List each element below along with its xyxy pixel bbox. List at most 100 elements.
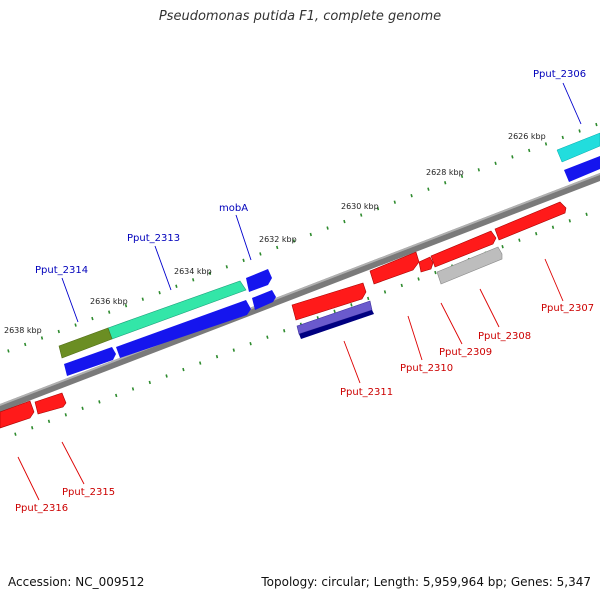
tick-mark <box>501 244 504 249</box>
tick-mark <box>393 200 396 204</box>
gene-pput-2310[interactable] <box>369 251 420 285</box>
gene-blue-long[interactable] <box>116 300 251 358</box>
tick-mark <box>518 238 521 242</box>
tick-mark <box>283 329 286 333</box>
tick-mark <box>276 245 279 250</box>
genome-summary-text: Topology: circular; Length: 5,959,964 bp… <box>261 575 591 589</box>
tick-mark <box>47 419 51 423</box>
tick-mark <box>31 426 34 430</box>
tick-mark <box>383 290 387 294</box>
tick-mark <box>225 265 228 269</box>
tick-mark <box>242 258 245 263</box>
tick-mark <box>367 296 370 301</box>
tick-mark <box>585 212 588 217</box>
gene-labels: Pput_2306 mobA Pput_2313 Pput_2314 Pput_… <box>15 69 594 514</box>
gene-blue-top-right[interactable] <box>564 156 600 182</box>
tick-mark <box>158 291 161 295</box>
tick-mark <box>141 297 144 301</box>
tick-mark <box>175 284 178 288</box>
gene-label[interactable]: Pput_2314 <box>35 265 88 276</box>
tick-mark <box>124 303 128 308</box>
tick-mark <box>400 283 403 288</box>
gene-label[interactable]: Pput_2308 <box>478 331 531 342</box>
gene-pput-2316[interactable] <box>0 400 35 429</box>
gene-label[interactable]: Pput_2315 <box>62 487 115 498</box>
tick-mark <box>360 213 363 217</box>
tick-mark <box>460 174 464 178</box>
scale-label: 2630 kbp <box>341 202 379 211</box>
gene-pput-2309[interactable] <box>430 230 497 268</box>
gene-pput-2314[interactable] <box>58 327 113 359</box>
scale-label: 2626 kbp <box>508 132 546 141</box>
gene-pput-2307[interactable] <box>494 201 567 241</box>
gene-blue-small[interactable] <box>252 290 276 310</box>
gene-label[interactable]: Pput_2313 <box>127 233 180 244</box>
tick-mark <box>7 349 10 353</box>
tick-mark <box>350 303 353 307</box>
tick-mark <box>249 341 252 346</box>
gene-label[interactable]: Pput_2309 <box>439 347 492 358</box>
accession-text: Accession: NC_009512 <box>8 575 145 589</box>
tick-mark <box>535 232 538 236</box>
tick-mark <box>309 232 312 237</box>
gene-label[interactable]: Pput_2316 <box>15 503 68 514</box>
scale-label: 2634 kbp <box>174 267 212 276</box>
tick-mark <box>165 374 168 378</box>
tick-mark <box>131 387 135 391</box>
tick-mark <box>417 277 420 281</box>
tick-mark <box>74 323 77 327</box>
tick-mark <box>427 187 430 191</box>
scale-label: 2638 kbp <box>4 326 42 335</box>
tick-mark <box>14 432 17 436</box>
tick-mark <box>215 354 219 359</box>
tick-mark <box>578 129 581 133</box>
tick-mark <box>544 142 548 146</box>
tick-mark <box>98 400 101 404</box>
gene-small-red[interactable] <box>418 256 434 273</box>
tick-mark <box>182 367 185 372</box>
tick-mark <box>477 168 480 172</box>
tick-mark <box>108 310 111 314</box>
tick-mark <box>561 135 564 140</box>
gene-label[interactable]: Pput_2311 <box>340 387 393 398</box>
tick-mark <box>551 225 555 229</box>
tick-mark <box>292 239 296 243</box>
gene-label[interactable]: mobA <box>219 203 248 214</box>
tick-mark <box>376 206 380 211</box>
tick-mark <box>511 155 514 159</box>
tick-mark <box>81 406 84 411</box>
gene-pput-2306[interactable] <box>556 132 600 163</box>
tick-mark <box>40 336 44 340</box>
tick-mark <box>259 252 262 256</box>
tick-mark <box>24 342 27 347</box>
gene-label[interactable]: Pput_2306 <box>533 69 586 80</box>
gene-pput-2311-red[interactable] <box>291 282 367 321</box>
tick-marks-outer <box>7 122 598 353</box>
tick-mark <box>266 335 269 339</box>
tick-mark <box>528 148 531 153</box>
tick-mark <box>91 316 94 321</box>
gene-label[interactable]: Pput_2310 <box>400 363 453 374</box>
map-title: Pseudomonas putida F1, complete genome <box>158 9 442 24</box>
tick-mark <box>326 226 329 230</box>
tick-mark <box>444 181 447 185</box>
tick-mark <box>343 219 346 224</box>
tick-mark <box>148 380 151 385</box>
gene-pput-2308[interactable] <box>436 246 503 285</box>
scale-labels: 2626 kbp 2628 kbp 2630 kbp 2632 kbp 2634… <box>4 132 546 335</box>
gene-features <box>0 132 600 429</box>
gene-moba[interactable] <box>246 269 272 292</box>
scale-label: 2632 kbp <box>259 235 297 244</box>
tick-marks-inner <box>14 212 588 436</box>
scale-label: 2628 kbp <box>426 168 464 177</box>
tick-mark <box>595 122 598 127</box>
label-leaders <box>17 82 582 501</box>
tick-mark <box>568 219 571 223</box>
gene-pput-2311-navy[interactable] <box>299 310 374 339</box>
gene-pput-2315[interactable] <box>34 392 67 415</box>
tick-mark <box>57 329 60 334</box>
gene-blue-left[interactable] <box>64 347 116 376</box>
tick-mark <box>494 161 497 166</box>
gene-label[interactable]: Pput_2307 <box>541 303 594 314</box>
